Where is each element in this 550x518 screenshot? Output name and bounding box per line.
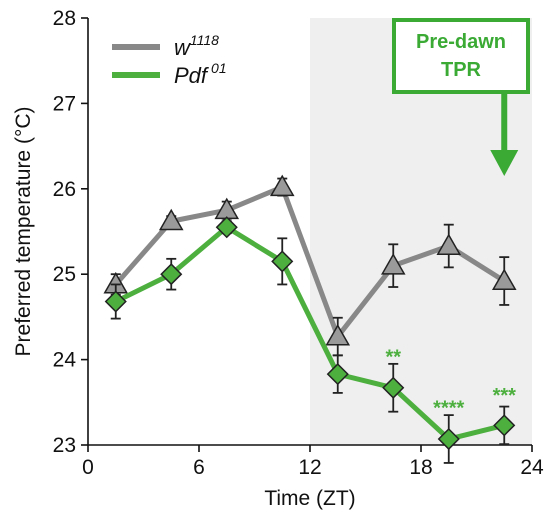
data-point-diamond bbox=[160, 263, 183, 286]
series-line bbox=[113, 184, 506, 340]
y-axis-label: Preferred temperature (°C) bbox=[12, 107, 35, 357]
y-tick-label: 25 bbox=[53, 263, 76, 286]
legend: w1118 Pdf 01 bbox=[112, 32, 227, 88]
callout-box bbox=[392, 18, 530, 94]
data-point-triangle bbox=[325, 324, 351, 346]
callout-arrow-head bbox=[490, 150, 519, 176]
series-layer bbox=[103, 174, 517, 464]
callout-line-1: Pre-dawn bbox=[416, 31, 506, 53]
significance-marker: *** bbox=[493, 385, 517, 407]
x-tick-label: 6 bbox=[193, 456, 205, 479]
significance-marker: ** bbox=[385, 346, 401, 368]
data-point-diamond bbox=[104, 290, 127, 313]
x-tick-label: 12 bbox=[298, 456, 321, 479]
x-axis-label: Time (ZT) bbox=[264, 487, 355, 510]
annotation-layer: ********* bbox=[385, 346, 516, 419]
data-point-triangle bbox=[158, 208, 184, 231]
data-point-diamond bbox=[437, 427, 460, 451]
data-point-triangle bbox=[491, 268, 517, 291]
series-1 bbox=[104, 216, 516, 464]
axes: 23 24 25 26 27 28 0 6 12 18 24 bbox=[53, 7, 544, 479]
legend-label-pdf01: Pdf 01 bbox=[174, 60, 227, 88]
significance-marker: **** bbox=[433, 398, 464, 420]
data-point-triangle bbox=[436, 233, 462, 256]
series-0 bbox=[103, 174, 517, 357]
callout-line-2: TPR bbox=[441, 59, 482, 81]
y-tick-label: 28 bbox=[53, 7, 76, 30]
y-tick-label: 24 bbox=[53, 349, 77, 372]
data-point-diamond bbox=[271, 250, 294, 273]
x-tick-label: 0 bbox=[82, 456, 94, 479]
data-point-triangle bbox=[269, 174, 295, 197]
data-point-diamond bbox=[382, 376, 405, 399]
series-line bbox=[114, 224, 505, 442]
y-tick-label: 26 bbox=[53, 178, 76, 201]
y-tick-label: 27 bbox=[53, 92, 76, 115]
data-point-triangle bbox=[380, 253, 406, 275]
y-tick-label: 23 bbox=[53, 434, 76, 457]
legend-label-w1118: w1118 bbox=[174, 32, 219, 60]
data-point-diamond bbox=[493, 414, 516, 437]
data-point-diamond bbox=[326, 363, 349, 386]
x-tick-label: 24 bbox=[520, 456, 544, 479]
x-tick-label: 18 bbox=[409, 456, 432, 479]
pre-dawn-tpr-callout: Pre-dawn TPR bbox=[392, 18, 530, 176]
data-point-diamond bbox=[215, 216, 238, 239]
